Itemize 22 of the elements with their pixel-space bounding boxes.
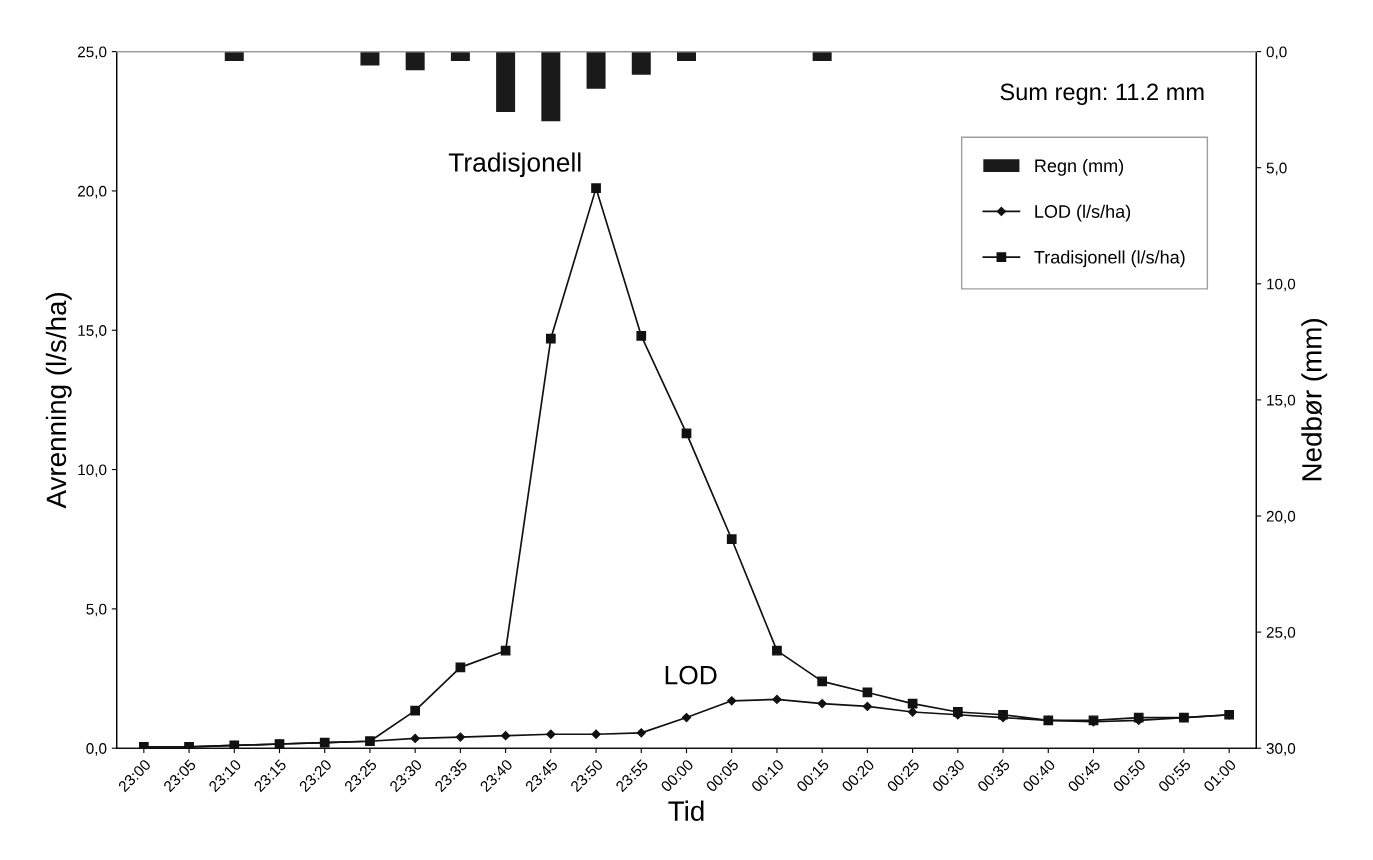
y-tick-label: 10,0 [78, 464, 107, 478]
legend-label: Regn (mm) [1035, 158, 1124, 176]
y-tick-label: 0,0 [86, 743, 107, 756]
y-tick-label: 20,0 [78, 185, 107, 199]
y-tick-label: 25,0 [78, 46, 107, 60]
y2-tick-label: 15,0 [1267, 394, 1296, 408]
x-axis-title: Tid [668, 800, 704, 821]
annotation: LOD [665, 665, 717, 685]
y-tick-label: 5,0 [86, 603, 107, 617]
annotation: Tradisjonell [448, 152, 581, 178]
y2-tick-label: 10,0 [1267, 278, 1296, 292]
y2-tick-label: 5,0 [1266, 162, 1287, 176]
annotation: Sum regn: 11.2 mm [1000, 83, 1204, 105]
legend-label: Tradisjonell (l/s/ha) [1034, 250, 1185, 268]
y2-axis-title: Nedbør (mm) [1301, 319, 1328, 481]
y2-tick-label: 30,0 [1266, 743, 1296, 756]
legend-label: LOD (l/s/ha) [1035, 204, 1131, 222]
y2-tick-label: 25,0 [1266, 626, 1296, 640]
y-axis-title: Avrenning (l/s/ha) [45, 293, 72, 509]
y2-tick-label: 20,0 [1266, 510, 1296, 524]
y2-tick-label: 0,0 [1266, 46, 1287, 60]
y-tick-label: 15,0 [78, 325, 107, 338]
